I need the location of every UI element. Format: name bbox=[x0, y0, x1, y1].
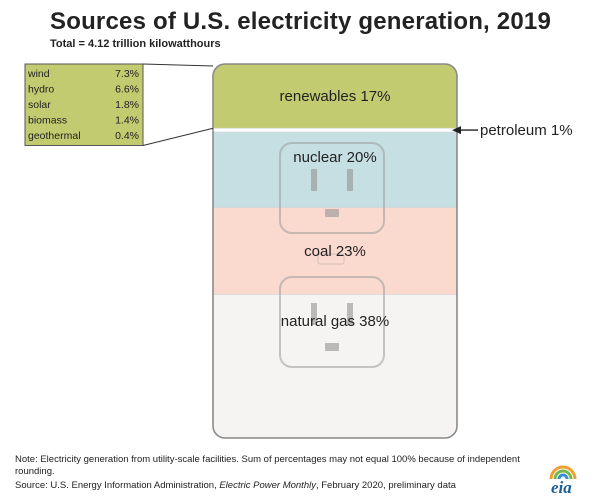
segment-nuclear bbox=[213, 132, 457, 208]
lower-outlet-icon-ground-hole bbox=[325, 343, 339, 351]
upper-outlet-icon-ground-hole bbox=[325, 209, 339, 217]
upper-outlet-icon-slot-right bbox=[347, 169, 353, 191]
lower-outlet-icon-slot-left bbox=[311, 303, 317, 325]
source-prefix: Source: U.S. Energy Information Administ… bbox=[15, 480, 220, 491]
breakdown-connector-bottom bbox=[142, 127, 214, 146]
breakdown-value-biomass: 1.4% bbox=[115, 115, 139, 127]
breakdown-value-hydro: 6.6% bbox=[115, 84, 139, 96]
label-coal: coal 23% bbox=[304, 243, 366, 260]
breakdown-name-hydro: hydro bbox=[28, 84, 54, 96]
outlet-plate-frame bbox=[212, 63, 458, 439]
lower-outlet-icon-slot-right bbox=[347, 303, 353, 325]
breakdown-name-biomass: biomass bbox=[28, 115, 67, 127]
breakdown-name-wind: wind bbox=[27, 68, 50, 80]
breakdown-name-geothermal: geothermal bbox=[28, 130, 81, 142]
source-line: Source: U.S. Energy Information Administ… bbox=[15, 480, 555, 491]
source-suffix: , February 2020, preliminary data bbox=[315, 480, 456, 491]
eia-logo-text: eia bbox=[551, 478, 572, 497]
petroleum-arrow-head bbox=[452, 126, 461, 135]
source-publication: Electric Power Monthly bbox=[219, 480, 316, 491]
chart-title: Sources of U.S. electricity generation, … bbox=[50, 8, 551, 35]
upper-outlet-icon-frame bbox=[279, 142, 385, 234]
renewables-breakdown-box bbox=[24, 63, 144, 146]
breakdown-value-solar: 1.8% bbox=[115, 99, 139, 111]
eia-logo-icon bbox=[549, 465, 577, 480]
breakdown-connector-top bbox=[142, 63, 214, 67]
lower-outlet-icon-frame bbox=[279, 276, 385, 368]
footnote: Note: Electricity generation from utilit… bbox=[15, 454, 520, 477]
segment-petroleum bbox=[213, 128, 457, 132]
label-natural-gas: natural gas 38% bbox=[281, 313, 389, 330]
label-nuclear: nuclear 20% bbox=[293, 149, 376, 166]
breakdown-value-geothermal: 0.4% bbox=[115, 130, 139, 142]
breakdown-value-wind: 7.3% bbox=[115, 68, 139, 80]
segment-group bbox=[213, 64, 457, 438]
label-petroleum: petroleum 1% bbox=[480, 122, 573, 139]
chart-subtitle: Total = 4.12 trillion kilowatthours bbox=[50, 38, 221, 50]
plate-screw-icon bbox=[317, 253, 345, 265]
segment-renewables bbox=[213, 64, 457, 129]
upper-outlet-icon-slot-left bbox=[311, 169, 317, 191]
segment-coal bbox=[213, 207, 457, 295]
breakdown-name-solar: solar bbox=[28, 99, 51, 111]
label-renewables: renewables 17% bbox=[280, 88, 391, 105]
